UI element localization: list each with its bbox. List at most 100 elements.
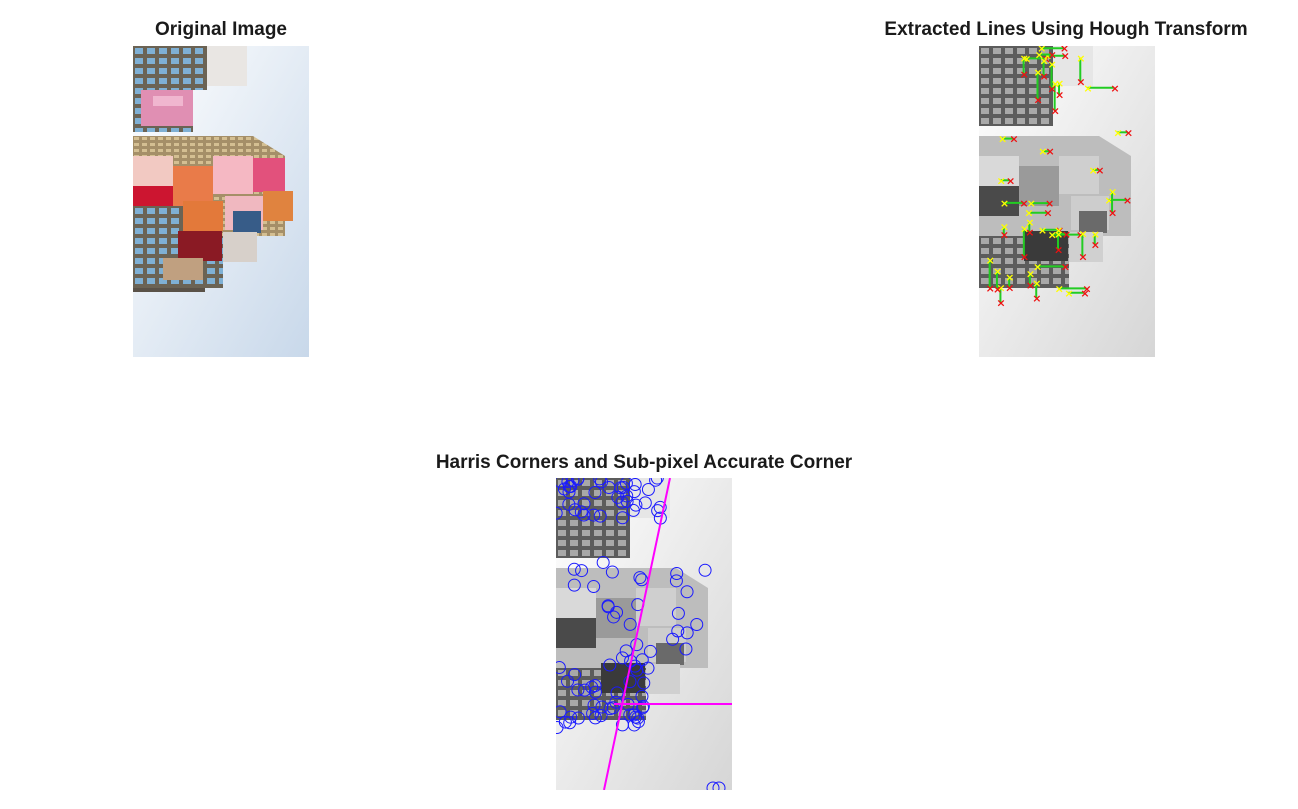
hough-endpoint-marker: × bbox=[1078, 250, 1087, 263]
hough-endpoint-marker: × bbox=[1051, 78, 1060, 91]
harris-corner-marker bbox=[629, 710, 643, 724]
hough-endpoint-marker: × bbox=[1054, 224, 1063, 237]
harris-corner-marker bbox=[669, 574, 683, 588]
hough-endpoint-marker: × bbox=[1046, 145, 1055, 158]
hough-endpoint-marker: × bbox=[1076, 229, 1085, 242]
harris-corner-marker bbox=[563, 716, 577, 730]
harris-corner-marker bbox=[679, 642, 693, 656]
harris-corner-marker bbox=[635, 689, 649, 703]
hough-endpoint-marker: × bbox=[1113, 126, 1122, 139]
hough-endpoint-marker: × bbox=[1048, 58, 1057, 71]
hough-endpoint-marker: × bbox=[1040, 55, 1049, 68]
hough-endpoint-marker: × bbox=[1055, 89, 1064, 102]
harris-corner-marker bbox=[561, 674, 575, 688]
harris-corner-marker bbox=[595, 700, 609, 714]
hough-endpoint-marker: × bbox=[1020, 222, 1029, 235]
harris-corner-marker bbox=[601, 599, 615, 613]
hough-endpoint-marker: × bbox=[1020, 52, 1029, 65]
hough-endpoint-marker: × bbox=[998, 133, 1007, 146]
hough-endpoint-marker: × bbox=[1082, 282, 1091, 295]
harris-corner-marker bbox=[567, 578, 581, 592]
harris-corner-marker bbox=[636, 699, 650, 713]
hough-endpoint-marker: × bbox=[1091, 239, 1100, 252]
harris-corner-marker bbox=[603, 658, 617, 672]
harris-corner-marker bbox=[556, 506, 563, 520]
harris-corner-marker bbox=[619, 478, 633, 490]
hough-endpoint-marker: × bbox=[1026, 268, 1035, 281]
harris-corner-marker bbox=[671, 606, 685, 620]
harris-corner-marker bbox=[615, 651, 629, 665]
harris-corner-marker bbox=[578, 683, 592, 697]
hough-endpoint-marker: × bbox=[1076, 52, 1085, 65]
hough-endpoint-marker: × bbox=[1042, 52, 1051, 65]
hough-endpoint-marker: × bbox=[1027, 197, 1036, 210]
hough-endpoint-marker: × bbox=[1055, 224, 1064, 237]
harris-corner-marker bbox=[615, 495, 629, 509]
harris-corner-marker bbox=[556, 721, 564, 735]
hough-endpoint-marker: × bbox=[1000, 229, 1009, 242]
hough-endpoint-marker: × bbox=[1037, 46, 1046, 55]
harris-corner-marker bbox=[637, 676, 651, 690]
title-harris-corners: Harris Corners and Sub-pixel Accurate Co… bbox=[435, 452, 853, 473]
hough-endpoint-marker: × bbox=[1104, 194, 1113, 207]
harris-corner-marker bbox=[556, 705, 567, 719]
harris-corner-marker bbox=[641, 661, 655, 675]
harris-corner-marker bbox=[623, 617, 637, 631]
harris-corner-marker bbox=[636, 701, 650, 715]
harris-corner-marker bbox=[577, 508, 591, 522]
hough-markers: ××× ×××× ×× ×× ×××× ×××××× ××× ××× ×××××××× ×× ×× ×… bbox=[986, 46, 1133, 310]
hough-endpoint-marker: × bbox=[1054, 228, 1063, 241]
harris-corner-marker bbox=[616, 511, 630, 525]
hough-endpoint-marker: × bbox=[1048, 229, 1057, 242]
hough-endpoint-marker: × bbox=[1043, 207, 1052, 220]
harris-corner-marker bbox=[605, 565, 619, 579]
hough-endpoint-marker: × bbox=[1108, 185, 1117, 198]
harris-corner-marker bbox=[593, 509, 607, 523]
hough-endpoint-marker: × bbox=[1009, 133, 1018, 146]
hough-endpoint-marker: × bbox=[1033, 260, 1042, 273]
hough-endpoint-marker: × bbox=[1064, 287, 1073, 300]
harris-corner-marker bbox=[641, 483, 655, 497]
hough-endpoint-marker: × bbox=[1108, 206, 1117, 219]
harris-corner-marker bbox=[638, 496, 652, 510]
harris-corner-marker bbox=[633, 571, 647, 585]
hough-image: ××× ×××× ×× ×× ×××× ×××××× ××× ××× ×××××××× ×× ×× ×… bbox=[979, 46, 1155, 357]
harris-corner-marker bbox=[627, 485, 641, 499]
hough-endpoint-marker: × bbox=[1061, 50, 1070, 63]
harris-corner-marker bbox=[562, 485, 576, 499]
harris-corner-marker bbox=[610, 686, 624, 700]
harris-corner-marker bbox=[698, 563, 712, 577]
harris-markers bbox=[556, 478, 726, 790]
harris-corner-marker bbox=[623, 675, 637, 689]
hough-endpoint-marker: × bbox=[986, 282, 995, 295]
harris-corner-marker bbox=[690, 618, 704, 632]
hough-endpoint-marker: × bbox=[1095, 164, 1104, 177]
harris-panel bbox=[556, 478, 732, 790]
hough-endpoint-marker: × bbox=[1091, 228, 1100, 241]
hough-endpoint-marker: × bbox=[1005, 282, 1014, 295]
harris-corner-marker bbox=[643, 644, 657, 658]
hough-endpoint-marker: × bbox=[1048, 49, 1057, 62]
harris-corner-marker bbox=[587, 508, 601, 522]
hough-endpoint-marker: × bbox=[1080, 287, 1089, 300]
hough-endpoint-marker: × bbox=[997, 174, 1006, 187]
hough-endpoint-marker: × bbox=[1055, 77, 1064, 90]
hough-endpoint-marker: × bbox=[993, 265, 1002, 278]
title-hough-lines: Extracted Lines Using Hough Transform bbox=[884, 19, 1248, 40]
hough-endpoint-marker: × bbox=[1055, 282, 1064, 295]
hough-endpoint-marker: × bbox=[1054, 244, 1063, 257]
harris-corner-marker bbox=[571, 711, 585, 725]
harris-corner-marker bbox=[586, 706, 600, 720]
hough-endpoint-marker: × bbox=[1005, 271, 1014, 284]
hough-endpoint-marker: × bbox=[1006, 174, 1015, 187]
hough-endpoint-marker: × bbox=[1038, 224, 1047, 237]
hough-endpoint-marker: × bbox=[1024, 207, 1033, 220]
harris-corner-marker bbox=[680, 585, 694, 599]
hough-endpoint-marker: × bbox=[1089, 164, 1098, 177]
harris-corner-marker bbox=[571, 683, 585, 697]
harris-corner-marker bbox=[568, 668, 582, 682]
hough-endpoint-marker: × bbox=[1026, 279, 1035, 292]
hough-endpoint-marker: × bbox=[1020, 250, 1029, 263]
hough-endpoint-marker: × bbox=[986, 254, 995, 267]
hough-endpoint-marker: × bbox=[1033, 66, 1042, 79]
